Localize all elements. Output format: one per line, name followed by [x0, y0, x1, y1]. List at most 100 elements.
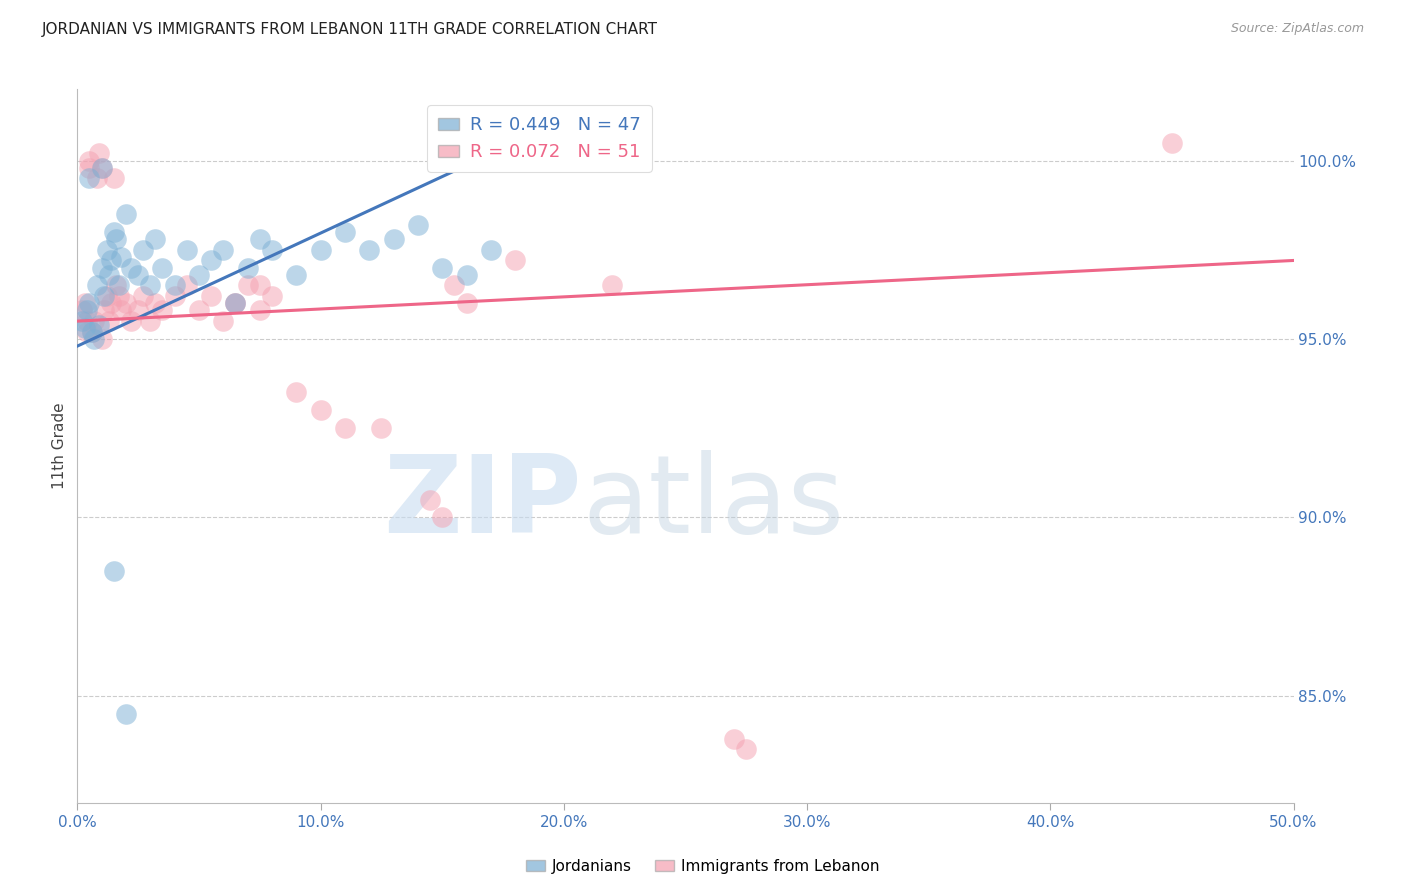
Text: atlas: atlas: [582, 450, 844, 556]
Point: [93, 289, 115, 303]
Point: [83, 332, 105, 346]
Point: [406, 218, 429, 232]
Point: [93, 303, 115, 318]
Point: [90, 161, 112, 175]
Point: [70, 303, 93, 318]
Point: [96, 289, 118, 303]
Point: [143, 232, 166, 246]
Point: [89, 318, 111, 332]
Point: [432, 510, 454, 524]
Point: [97, 268, 120, 282]
Point: [105, 278, 128, 293]
Point: [73, 321, 96, 335]
Point: [90, 332, 112, 346]
Point: [76, 314, 98, 328]
Point: [97, 314, 120, 328]
Point: [90, 260, 112, 275]
Text: Source: ZipAtlas.com: Source: ZipAtlas.com: [1230, 22, 1364, 36]
Point: [115, 207, 138, 221]
Point: [163, 278, 186, 293]
Point: [86, 171, 108, 186]
Point: [1161, 136, 1184, 150]
Point: [139, 314, 162, 328]
Point: [602, 278, 624, 293]
Point: [152, 303, 174, 318]
Point: [188, 303, 211, 318]
Point: [443, 278, 465, 293]
Text: ZIP: ZIP: [384, 450, 582, 556]
Point: [212, 314, 235, 328]
Point: [110, 250, 132, 264]
Point: [90, 161, 112, 175]
Legend: Jordanians, Immigrants from Lebanon: Jordanians, Immigrants from Lebanon: [520, 853, 886, 880]
Point: [370, 421, 392, 435]
Point: [120, 314, 142, 328]
Point: [224, 296, 246, 310]
Point: [735, 742, 758, 756]
Point: [176, 278, 198, 293]
Point: [79, 171, 101, 186]
Point: [212, 243, 235, 257]
Point: [132, 289, 155, 303]
Point: [79, 153, 101, 168]
Point: [79, 296, 101, 310]
Point: [103, 564, 125, 578]
Point: [333, 421, 356, 435]
Point: [70, 314, 93, 328]
Point: [309, 243, 332, 257]
Legend: R = 0.449   N = 47, R = 0.072   N = 51: R = 0.449 N = 47, R = 0.072 N = 51: [427, 105, 652, 172]
Point: [432, 260, 454, 275]
Point: [105, 232, 128, 246]
Point: [83, 314, 105, 328]
Point: [139, 278, 162, 293]
Point: [143, 296, 166, 310]
Point: [103, 225, 125, 239]
Point: [723, 731, 745, 746]
Point: [200, 289, 222, 303]
Point: [236, 278, 259, 293]
Y-axis label: 11th Grade: 11th Grade: [52, 402, 67, 490]
Point: [132, 243, 155, 257]
Point: [503, 253, 526, 268]
Point: [115, 706, 138, 721]
Point: [100, 296, 122, 310]
Point: [80, 325, 103, 339]
Point: [110, 303, 132, 318]
Point: [503, 146, 526, 161]
Point: [479, 243, 502, 257]
Point: [86, 278, 108, 293]
Point: [456, 268, 478, 282]
Point: [115, 296, 138, 310]
Point: [80, 325, 103, 339]
Point: [285, 268, 308, 282]
Point: [236, 260, 259, 275]
Point: [224, 296, 246, 310]
Text: JORDANIAN VS IMMIGRANTS FROM LEBANON 11TH GRADE CORRELATION CHART: JORDANIAN VS IMMIGRANTS FROM LEBANON 11T…: [42, 22, 658, 37]
Point: [188, 268, 211, 282]
Point: [76, 325, 98, 339]
Point: [419, 492, 441, 507]
Point: [103, 171, 125, 186]
Point: [152, 260, 174, 275]
Point: [456, 296, 478, 310]
Point: [260, 243, 283, 257]
Point: [333, 225, 356, 239]
Point: [249, 303, 271, 318]
Point: [100, 253, 122, 268]
Point: [382, 232, 405, 246]
Point: [224, 296, 246, 310]
Point: [120, 260, 142, 275]
Point: [73, 296, 96, 310]
Point: [76, 303, 98, 318]
Point: [249, 232, 271, 246]
Point: [79, 161, 101, 175]
Point: [200, 253, 222, 268]
Point: [309, 403, 332, 417]
Point: [107, 278, 129, 293]
Point: [260, 289, 283, 303]
Point: [89, 146, 111, 161]
Point: [359, 243, 381, 257]
Point: [127, 303, 149, 318]
Point: [163, 289, 186, 303]
Point: [127, 268, 149, 282]
